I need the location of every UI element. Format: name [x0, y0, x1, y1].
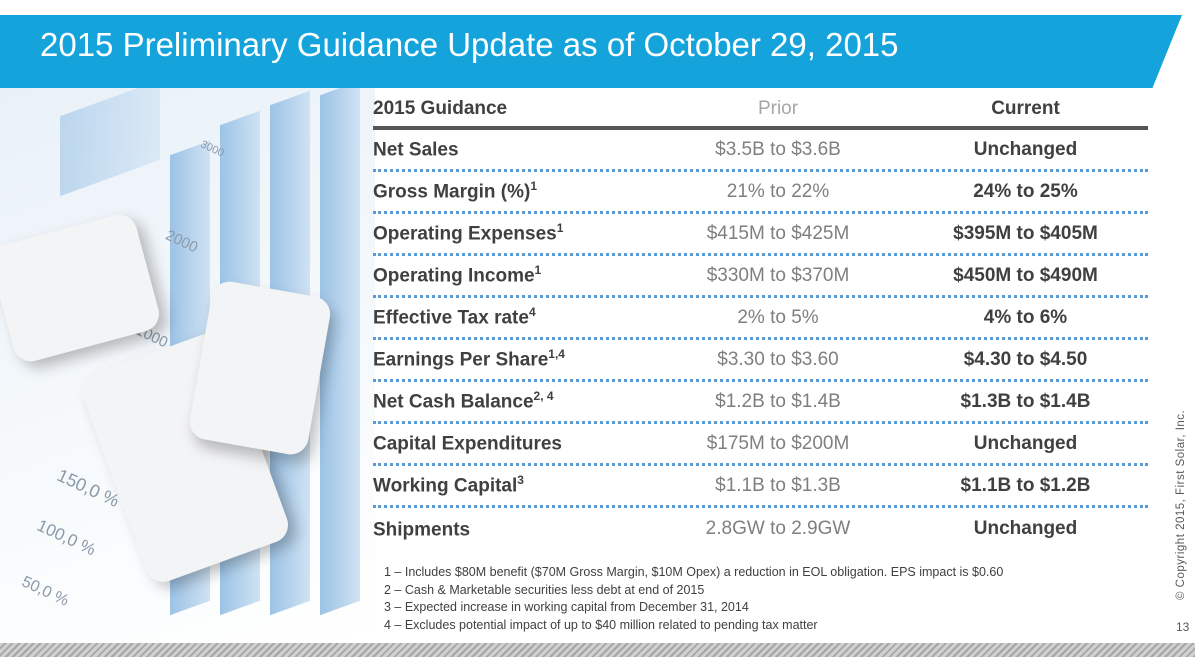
footnote-ref: 1,4: [548, 347, 565, 362]
current-value: $1.1B to $1.2B: [960, 474, 1091, 496]
footnote: 1 – Includes $80M benefit ($70M Gross Ma…: [384, 565, 1004, 579]
image-label: 100,0 %: [34, 515, 99, 560]
row-label-text: Earnings Per Share: [373, 349, 549, 371]
footnote-ref: 1: [556, 221, 564, 236]
row-label: Effective Tax rate4: [373, 305, 653, 329]
current-value: $4.30 to $4.50: [963, 348, 1088, 370]
row-label-text: Capital Expenditures: [373, 433, 562, 455]
current-value: Unchanged: [973, 432, 1078, 454]
footnote: 4 – Excludes potential impact of up to $…: [384, 617, 818, 632]
row-label-text: Net Sales: [373, 139, 459, 161]
row-label: Gross Margin (%)1: [373, 179, 653, 203]
current-value: Unchanged: [973, 138, 1078, 160]
row-label: Net Sales: [373, 137, 653, 161]
table-row: Working Capital3 $1.1B to $1.3B $1.1B to $…: [373, 466, 1148, 508]
footnote-ref: 3: [517, 473, 524, 488]
current-value: $395M to $405M: [953, 222, 1098, 244]
footnote-ref: 4: [528, 305, 536, 320]
table-row: Net Sales $3.5B to $3.6B Unchanged: [373, 130, 1148, 172]
prior-value: 2.8GW to 2.9GW: [705, 518, 851, 539]
table-row: Capital Expenditures $175M to $200M Unchan…: [373, 424, 1148, 466]
footnote-ref: 1: [534, 263, 542, 278]
title-bar: [0, 15, 1182, 88]
row-label-text: Effective Tax rate: [373, 307, 529, 329]
prior-value: $1.2B to $1.4B: [715, 390, 841, 412]
row-label: Capital Expenditures: [373, 431, 653, 455]
row-label-text: Working Capital: [373, 475, 518, 497]
slide-title: 2015 Preliminary Guidance Update as of O…: [40, 26, 899, 63]
prior-value: 21% to 22%: [726, 180, 830, 202]
prior-value: $330M to $370M: [706, 264, 850, 286]
current-value: $450M to $490M: [953, 264, 1098, 286]
table-row: Effective Tax rate4 2% to 5% 4% to 6%: [373, 298, 1148, 340]
table-row: Operating Income1 $330M to $370M $450M to …: [373, 256, 1148, 298]
row-label-text: Operating Income: [373, 265, 535, 287]
row-label: Shipments: [373, 517, 653, 541]
row-label: Operating Income1: [373, 263, 653, 287]
row-label: Operating Expenses1: [373, 221, 653, 245]
current-value: 24% to 25%: [973, 180, 1078, 202]
table-row: Shipments 2.8GW to 2.9GW Unchanged: [373, 508, 1148, 550]
prior-value: $175M to $200M: [706, 432, 850, 454]
current-value: Unchanged: [973, 518, 1078, 539]
footnote-ref: 2, 4: [533, 389, 554, 404]
table-row: Gross Margin (%)1 21% to 22% 24% to 25%: [373, 172, 1148, 214]
copyright: © Copyright 2015, First Solar, Inc.: [1175, 409, 1187, 600]
header-prior: Prior: [757, 98, 799, 119]
image-label: 50,0 %: [18, 573, 72, 610]
row-label-text: Net Cash Balance: [373, 391, 534, 413]
footer-hatch-bar: [0, 643, 1195, 657]
table-body: Net Sales $3.5B to $3.6B Unchanged Gross Ma…: [373, 130, 1148, 550]
current-value: 4% to 6%: [983, 306, 1068, 328]
prior-value: 2% to 5%: [737, 306, 819, 328]
prior-value: $415M to $425M: [706, 222, 850, 244]
table-row: Net Cash Balance2, 4 $1.2B to $1.4B $1.3B …: [373, 382, 1148, 424]
page-number: 13: [1176, 620, 1190, 634]
table-row: Operating Expenses1 $415M to $425M $395M t…: [373, 214, 1148, 256]
table-row: Earnings Per Share1,4 $3.30 to $3.60 $4.30…: [373, 340, 1148, 382]
current-value: $1.3B to $1.4B: [960, 390, 1091, 412]
footnote: 2 – Cash & Marketable securities less de…: [384, 582, 705, 597]
footnote: 3 – Expected increase in working capital…: [384, 600, 749, 614]
prior-value: $3.5B to $3.6B: [715, 138, 841, 160]
prior-value: $3.30 to $3.60: [717, 348, 839, 370]
row-label-text: Shipments: [373, 519, 471, 541]
table-header: 2015 Guidance Prior Current: [373, 92, 1148, 130]
footnotes: 1 – Includes $80M benefit ($70M Gross Ma…: [384, 564, 1003, 634]
row-label: Working Capital3: [373, 473, 653, 497]
prior-value: $1.1B to $1.3B: [715, 474, 841, 496]
row-label-text: Operating Expenses: [373, 223, 557, 245]
row-label: Net Cash Balance2, 4: [373, 389, 653, 413]
header-current: Current: [991, 98, 1060, 119]
background-puzzle-chart-image: 3000 2000 1000 150,0 % 100,0 % 50,0 %: [0, 88, 375, 643]
guidance-table: 2015 Guidance Prior Current Net Sales $3.…: [373, 92, 1148, 550]
row-label-text: Gross Margin (%): [373, 181, 531, 203]
footnote-ref: 1: [530, 179, 537, 194]
header-guidance: 2015 Guidance: [373, 98, 508, 119]
row-label: Earnings Per Share1,4: [373, 347, 653, 371]
